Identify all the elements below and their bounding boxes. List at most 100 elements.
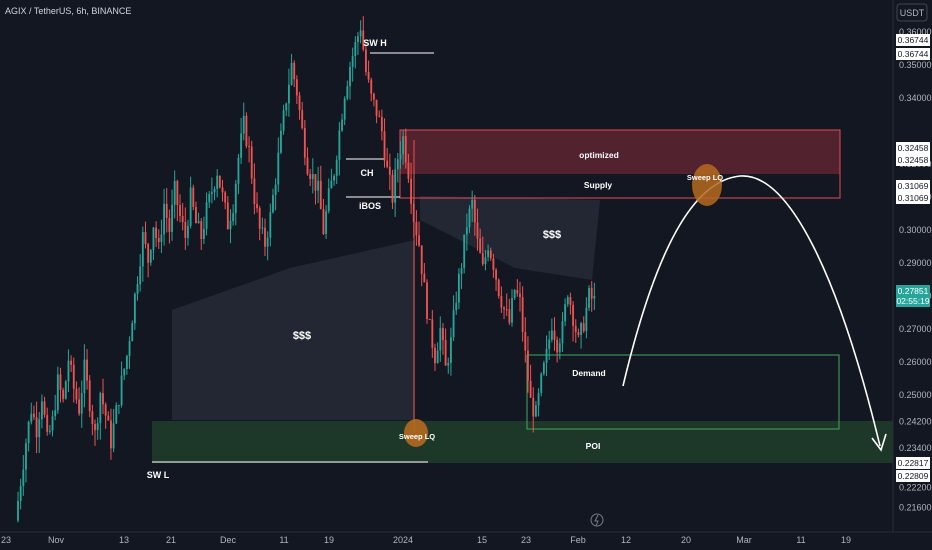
candle-body: [190, 188, 192, 226]
candle-body: [131, 323, 133, 341]
candle-body: [487, 250, 489, 257]
candle-body: [410, 179, 412, 204]
candle-body: [368, 72, 370, 80]
candle-body: [155, 228, 157, 239]
x-tick-label: Feb: [570, 535, 586, 545]
candle-body: [248, 146, 250, 147]
candle-body: [389, 167, 391, 175]
label-sweep-lq-top: Sweep LQ: [687, 173, 723, 182]
x-tick-label: 19: [324, 535, 334, 545]
x-tick-label: 11: [796, 535, 805, 545]
candle-body: [291, 63, 293, 85]
y-tick-label: 0.21600: [899, 502, 932, 512]
candle-body: [384, 131, 386, 160]
label-poi: POI: [586, 441, 601, 451]
candle-body: [285, 103, 287, 110]
price-badge-text: 0.36744: [898, 49, 929, 59]
candle-body: [198, 221, 200, 223]
candle-body: [546, 349, 548, 363]
candle-body: [405, 136, 407, 162]
candle-body: [269, 212, 271, 237]
candle-body: [176, 181, 178, 205]
candle-body: [235, 184, 237, 213]
candle-body: [527, 351, 529, 381]
candle-body: [559, 343, 561, 352]
candle-body: [240, 133, 242, 157]
candle-body: [551, 331, 553, 340]
candle-body: [261, 228, 263, 229]
candle-body: [17, 501, 19, 521]
candle-body: [200, 221, 202, 239]
candle-body: [203, 229, 205, 239]
price-badge-text: 0.27851: [898, 286, 929, 296]
x-tick-label: 19: [841, 535, 851, 545]
candle-body: [445, 340, 447, 365]
candle-body: [418, 235, 420, 245]
candle-body: [147, 244, 149, 263]
y-tick-label: 0.27000: [899, 324, 932, 334]
candle-body: [437, 351, 439, 364]
candle-body: [301, 110, 303, 128]
symbol-title[interactable]: AGIX / TetherUS, 6h, BINANCE: [5, 6, 131, 16]
x-tick-label: 20: [681, 535, 691, 545]
candle-body: [370, 79, 372, 93]
candle-body: [498, 280, 500, 296]
candle-body: [522, 297, 524, 332]
candle-body: [477, 222, 479, 238]
candle-body: [474, 200, 476, 223]
candle-body: [113, 423, 115, 448]
candle-body: [83, 360, 85, 394]
candle-body: [336, 160, 338, 176]
candle-body: [338, 131, 340, 160]
y-tick-label: 0.29000: [899, 258, 932, 268]
candle-body: [426, 282, 428, 319]
candle-body: [538, 393, 540, 406]
x-tick-label: Mar: [736, 535, 752, 545]
sweep-marker-top: [692, 164, 722, 206]
candle-body: [89, 380, 91, 411]
candle-body: [46, 415, 48, 432]
candle-body: [78, 400, 80, 414]
x-tick-label: 15: [477, 535, 487, 545]
candle-body: [227, 203, 229, 230]
candle-body: [492, 258, 494, 269]
candle-body: [206, 202, 208, 229]
candle-body: [580, 323, 582, 335]
label-supply: Supply: [584, 180, 613, 190]
candle-body: [469, 209, 471, 228]
candle-body: [485, 257, 487, 264]
candle-body: [168, 218, 170, 232]
candle-body: [320, 181, 322, 209]
candle-body: [540, 374, 542, 393]
candle-body: [325, 211, 327, 234]
candle-body: [232, 213, 234, 221]
candle-body: [150, 250, 152, 263]
candle-body: [272, 195, 274, 212]
candle-body: [30, 414, 32, 422]
candle-body: [214, 189, 216, 192]
candle-body: [570, 297, 572, 305]
candle-body: [344, 99, 346, 120]
candle-body: [543, 363, 545, 374]
candle-body: [532, 398, 534, 417]
candle-body: [107, 416, 109, 421]
candle-body: [208, 194, 210, 202]
candle-body: [495, 270, 497, 280]
candle-body: [349, 67, 351, 86]
candle-body: [341, 120, 343, 131]
label-ch: CH: [361, 168, 374, 178]
candle-body: [222, 187, 224, 192]
candle-body: [431, 319, 433, 347]
candle-body: [62, 390, 64, 399]
candle-body: [129, 341, 131, 356]
candle-body: [434, 348, 436, 363]
candle-body: [381, 117, 383, 131]
candle-body: [394, 169, 396, 202]
y-tick-label: 0.26000: [899, 357, 932, 367]
candle-body: [20, 486, 22, 501]
candle-body: [585, 308, 587, 331]
candle-body: [413, 204, 415, 222]
candle-body: [118, 405, 120, 406]
label-sw-h: SW H: [363, 38, 387, 48]
